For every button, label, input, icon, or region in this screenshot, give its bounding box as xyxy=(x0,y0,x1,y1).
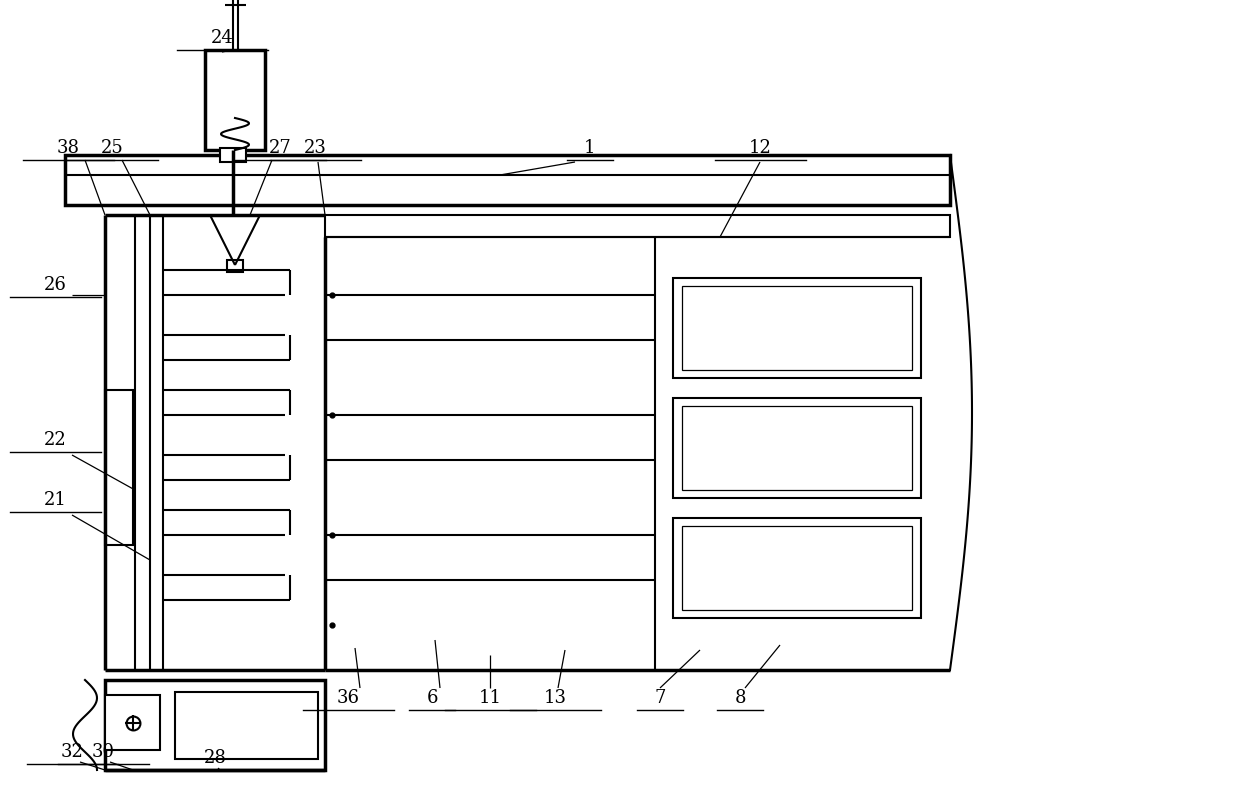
Text: 38: 38 xyxy=(57,139,79,157)
Text: 26: 26 xyxy=(43,276,67,294)
Text: 23: 23 xyxy=(304,139,326,157)
Text: 11: 11 xyxy=(478,689,502,707)
Text: 6: 6 xyxy=(426,689,437,707)
Text: 28: 28 xyxy=(203,749,227,767)
Text: 25: 25 xyxy=(100,139,124,157)
Text: 32: 32 xyxy=(61,743,83,761)
Bar xyxy=(681,526,912,610)
Bar xyxy=(105,390,133,545)
Text: 1: 1 xyxy=(585,139,596,157)
Text: 7: 7 xyxy=(654,689,665,707)
Text: 21: 21 xyxy=(43,491,67,509)
Text: 22: 22 xyxy=(43,431,67,449)
Bar xyxy=(227,260,243,272)
Text: 30: 30 xyxy=(92,743,114,761)
Bar xyxy=(105,695,160,750)
Text: 13: 13 xyxy=(544,689,566,707)
Bar xyxy=(673,518,921,618)
Bar xyxy=(105,680,325,770)
Bar xyxy=(64,155,950,205)
Bar xyxy=(673,398,921,498)
Bar xyxy=(221,148,247,162)
Bar xyxy=(204,50,265,150)
Text: 12: 12 xyxy=(748,139,772,157)
Bar xyxy=(325,215,950,237)
Bar xyxy=(175,692,318,759)
Bar xyxy=(681,406,912,490)
Text: 27: 27 xyxy=(269,139,291,157)
Bar xyxy=(681,286,912,370)
Text: 24: 24 xyxy=(211,29,233,47)
Bar xyxy=(673,278,921,378)
Text: 36: 36 xyxy=(337,689,359,707)
Text: 8: 8 xyxy=(735,689,746,707)
